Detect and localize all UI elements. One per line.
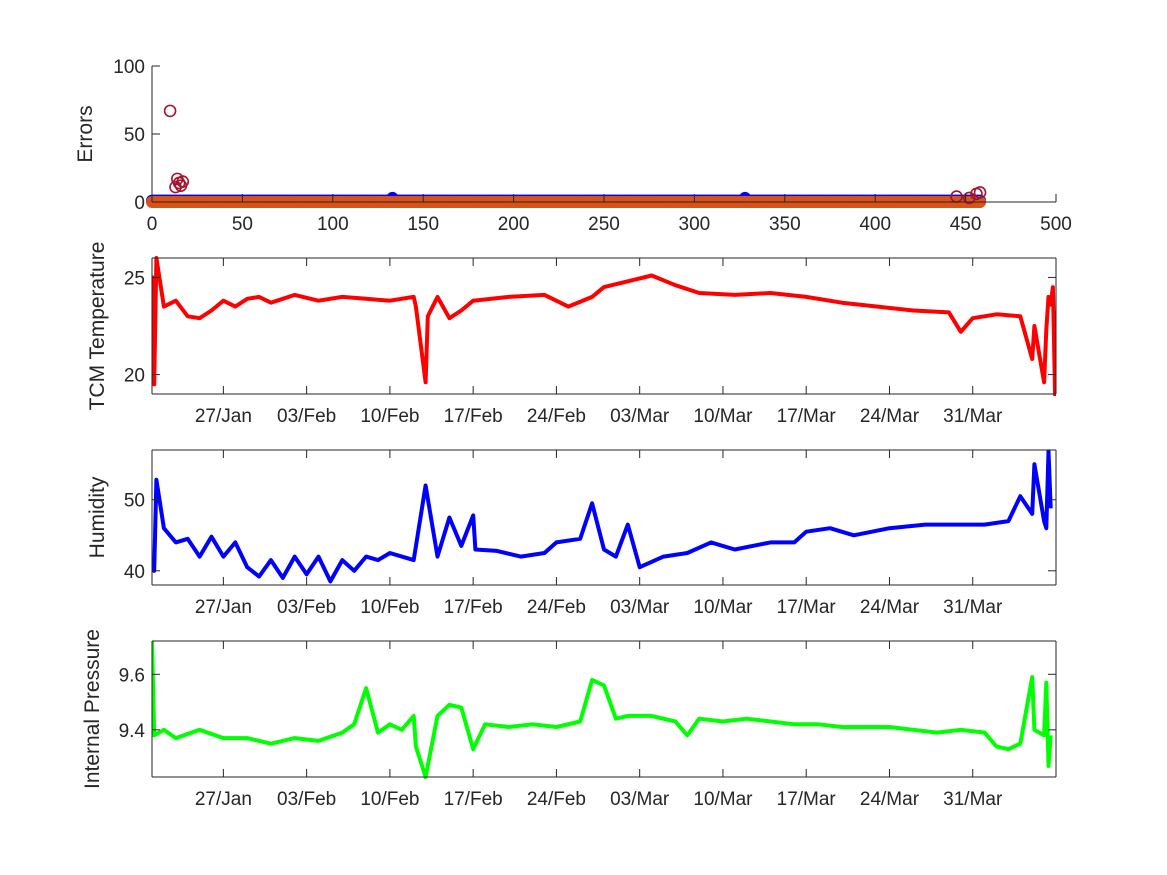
x-tick-label-1-6: 10/Mar <box>693 406 753 427</box>
series-line-1 <box>152 256 1056 396</box>
plot-area-2 <box>152 450 1056 585</box>
errors-markers <box>146 104 987 208</box>
y-tick-label-3-1: 9.6 <box>119 665 145 686</box>
y-tick-label-2-0: 40 <box>124 562 145 583</box>
x-tick-label-2-2: 10/Feb <box>360 597 419 618</box>
x-tick-label-1-5: 03/Mar <box>610 406 670 427</box>
x-tick-label-1-7: 17/Mar <box>777 406 837 427</box>
plot-area-3 <box>152 641 1056 777</box>
x-tick-label-2-0: 27/Jan <box>195 597 252 618</box>
x-tick-label-0-4: 200 <box>498 214 530 235</box>
x-tick-label-3-3: 17/Feb <box>444 789 503 810</box>
x-tick-label-0-1: 50 <box>232 214 253 235</box>
x-tick-label-3-5: 03/Mar <box>610 789 670 810</box>
errors-point-red <box>962 191 976 205</box>
x-tick-label-3-0: 27/Jan <box>195 789 252 810</box>
x-tick-label-3-4: 24/Feb <box>527 789 586 810</box>
errors-point-red <box>163 104 177 118</box>
x-tick-label-0-2: 100 <box>317 214 349 235</box>
x-tick-label-3-7: 17/Mar <box>777 789 837 810</box>
plot-area-1 <box>152 258 1056 394</box>
x-tick-label-0-7: 350 <box>769 214 801 235</box>
x-tick-label-0-0: 0 <box>147 214 158 235</box>
x-tick-label-0-9: 450 <box>950 214 982 235</box>
errors-point-red <box>176 175 190 188</box>
x-tick-label-1-1: 03/Feb <box>277 406 336 427</box>
y-axis-label-3: Internal Pressure <box>81 629 104 789</box>
x-tick-label-3-9: 31/Mar <box>943 789 1003 810</box>
y-axis-label-2: Humidity <box>86 476 109 558</box>
y-tick-label-0-0: 0 <box>134 193 145 214</box>
x-tick-label-3-8: 24/Mar <box>860 789 920 810</box>
x-tick-label-0-5: 250 <box>588 214 620 235</box>
x-tick-label-2-9: 31/Mar <box>943 597 1003 618</box>
plot-area-0 <box>152 66 1056 202</box>
x-tick-label-0-6: 300 <box>679 214 711 235</box>
series-line-3 <box>152 640 1053 779</box>
y-tick-label-0-2: 100 <box>113 57 145 78</box>
x-tick-label-3-2: 10/Feb <box>360 789 419 810</box>
x-tick-label-2-7: 17/Mar <box>777 597 837 618</box>
x-tick-label-0-3: 150 <box>407 214 439 235</box>
x-tick-label-2-8: 24/Mar <box>860 597 920 618</box>
x-tick-label-2-4: 24/Feb <box>527 597 586 618</box>
x-tick-label-0-8: 400 <box>859 214 891 235</box>
x-tick-label-0-10: 500 <box>1040 214 1072 235</box>
x-tick-label-3-1: 03/Feb <box>277 789 336 810</box>
x-tick-label-2-3: 17/Feb <box>444 597 503 618</box>
x-tick-label-2-5: 03/Mar <box>610 597 670 618</box>
x-tick-label-1-0: 27/Jan <box>195 406 252 427</box>
y-tick-label-3-0: 9.4 <box>119 721 146 742</box>
y-tick-label-1-0: 20 <box>124 366 145 387</box>
x-tick-label-3-6: 10/Mar <box>693 789 753 810</box>
x-tick-label-1-9: 31/Mar <box>943 406 1003 427</box>
y-tick-label-0-1: 50 <box>124 125 145 146</box>
x-tick-label-2-6: 10/Mar <box>693 597 753 618</box>
y-axis-label-0: Errors <box>74 105 97 162</box>
series-line-2 <box>152 449 1053 584</box>
x-tick-label-1-8: 24/Mar <box>860 406 920 427</box>
x-tick-label-2-1: 03/Feb <box>277 597 336 618</box>
x-tick-label-1-4: 24/Feb <box>527 406 586 427</box>
y-tick-label-2-1: 50 <box>124 491 145 512</box>
x-tick-label-1-3: 17/Feb <box>444 406 503 427</box>
y-axis-label-1: TCM Temperature <box>86 242 109 411</box>
errors-point-red <box>973 186 987 199</box>
x-tick-label-1-2: 10/Feb <box>360 406 419 427</box>
y-tick-label-1-1: 25 <box>124 268 145 289</box>
